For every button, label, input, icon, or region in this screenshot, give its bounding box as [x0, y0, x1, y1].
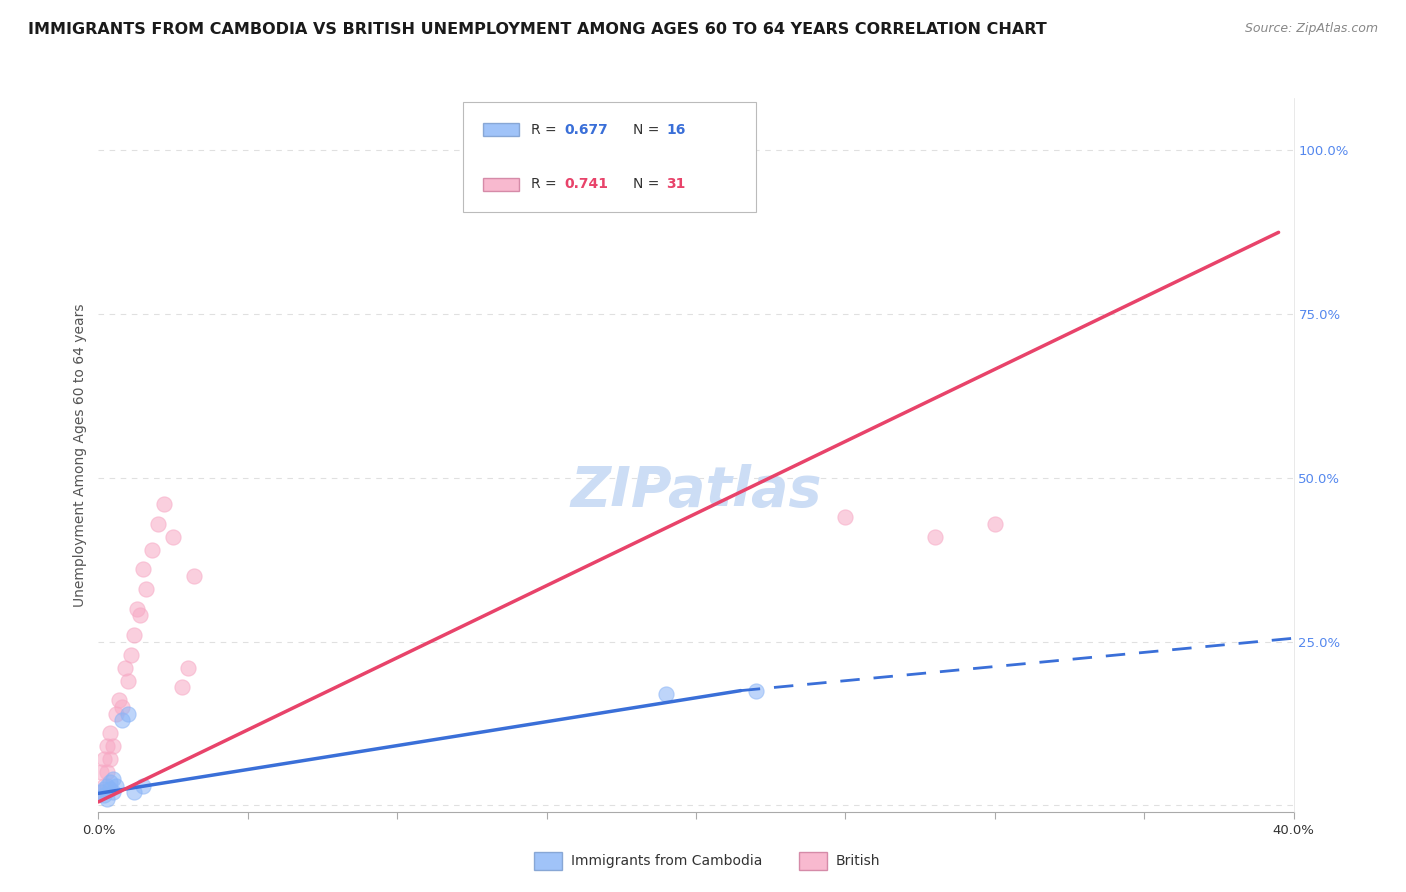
Text: 16: 16 — [666, 122, 686, 136]
Point — [984, 516, 1007, 531]
Text: British: British — [835, 854, 880, 868]
Point — [90, 765, 112, 780]
FancyBboxPatch shape — [484, 123, 519, 136]
Y-axis label: Unemployment Among Ages 60 to 64 years: Unemployment Among Ages 60 to 64 years — [73, 303, 87, 607]
Point — [111, 713, 134, 727]
Point — [153, 497, 176, 511]
Point — [96, 779, 118, 793]
Point — [103, 785, 125, 799]
Point — [96, 739, 118, 754]
Text: ZIPatlas: ZIPatlas — [571, 464, 821, 517]
Point — [177, 661, 200, 675]
Point — [100, 752, 122, 766]
Point — [117, 673, 139, 688]
FancyBboxPatch shape — [463, 102, 756, 212]
Point — [162, 530, 184, 544]
Point — [111, 700, 134, 714]
Point — [93, 752, 115, 766]
Point — [100, 775, 122, 789]
Text: N =: N = — [633, 122, 664, 136]
Point — [172, 681, 194, 695]
Point — [124, 628, 146, 642]
Point — [96, 791, 118, 805]
Text: N =: N = — [633, 178, 664, 192]
Point — [105, 706, 128, 721]
Point — [90, 785, 112, 799]
Point — [117, 706, 139, 721]
Point — [148, 516, 170, 531]
Point — [93, 789, 115, 803]
Text: Immigrants from Cambodia: Immigrants from Cambodia — [571, 854, 762, 868]
Point — [834, 510, 856, 524]
Point — [135, 582, 157, 596]
Point — [924, 530, 946, 544]
Point — [105, 779, 128, 793]
Point — [132, 779, 155, 793]
Point — [103, 772, 125, 786]
FancyBboxPatch shape — [484, 178, 519, 191]
Point — [129, 608, 152, 623]
Text: Source: ZipAtlas.com: Source: ZipAtlas.com — [1244, 22, 1378, 36]
Point — [100, 726, 122, 740]
Point — [114, 661, 136, 675]
Point — [183, 569, 205, 583]
Point — [124, 785, 146, 799]
Text: 0.677: 0.677 — [565, 122, 609, 136]
Point — [93, 781, 115, 796]
Text: 0.741: 0.741 — [565, 178, 609, 192]
Point — [108, 693, 131, 707]
Point — [103, 739, 125, 754]
Text: 31: 31 — [666, 178, 686, 192]
Point — [745, 683, 768, 698]
Point — [120, 648, 142, 662]
Text: IMMIGRANTS FROM CAMBODIA VS BRITISH UNEMPLOYMENT AMONG AGES 60 TO 64 YEARS CORRE: IMMIGRANTS FROM CAMBODIA VS BRITISH UNEM… — [28, 22, 1047, 37]
Text: R =: R = — [531, 122, 561, 136]
Point — [90, 785, 112, 799]
Point — [93, 779, 115, 793]
Point — [96, 765, 118, 780]
Point — [100, 781, 122, 796]
Point — [127, 601, 149, 615]
Text: R =: R = — [531, 178, 561, 192]
Point — [536, 144, 558, 158]
Point — [132, 562, 155, 576]
Point — [655, 687, 678, 701]
Point — [141, 542, 163, 557]
